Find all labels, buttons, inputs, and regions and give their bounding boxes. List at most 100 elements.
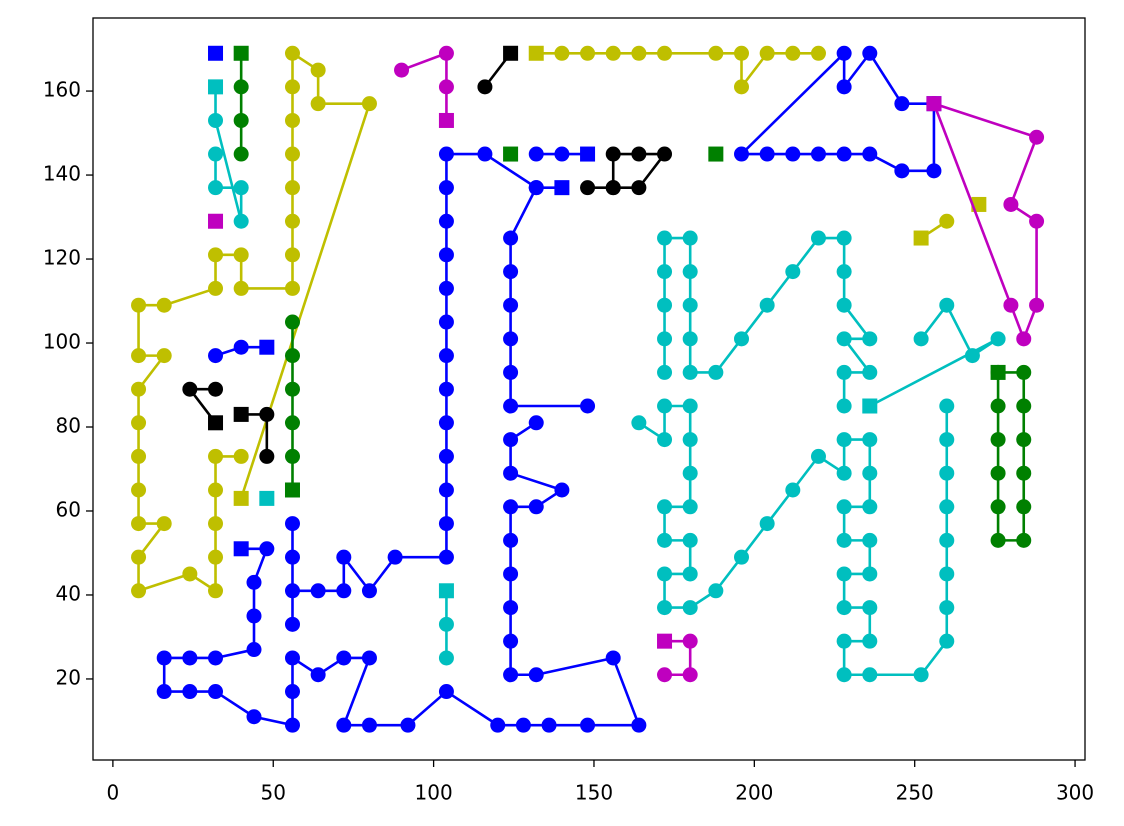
circle-marker: [862, 432, 878, 448]
circle-marker: [438, 448, 454, 464]
circle-marker: [605, 180, 621, 196]
circle-marker: [208, 448, 224, 464]
circle-marker: [836, 230, 852, 246]
circle-marker: [580, 398, 596, 414]
circle-marker: [131, 482, 147, 498]
square-marker: [503, 45, 519, 61]
circle-marker: [894, 163, 910, 179]
circle-marker: [284, 415, 300, 431]
circle-marker: [862, 667, 878, 683]
circle-marker: [131, 448, 147, 464]
circle-marker: [233, 180, 249, 196]
circle-marker: [208, 180, 224, 196]
circle-marker: [438, 180, 454, 196]
circle-marker: [836, 146, 852, 162]
square-marker: [233, 541, 249, 557]
circle-marker: [361, 583, 377, 599]
circle-marker: [657, 331, 673, 347]
circle-marker: [246, 608, 262, 624]
circle-marker: [438, 247, 454, 263]
square-marker: [208, 79, 224, 95]
circle-marker: [682, 364, 698, 380]
circle-marker: [246, 574, 262, 590]
circle-marker: [708, 364, 724, 380]
circle-marker: [734, 331, 750, 347]
circle-marker: [1016, 331, 1032, 347]
circle-marker: [1003, 297, 1019, 313]
circle-marker: [528, 667, 544, 683]
square-marker: [208, 45, 224, 61]
circle-marker: [233, 146, 249, 162]
circle-marker: [246, 709, 262, 725]
circle-marker: [438, 213, 454, 229]
circle-marker: [913, 667, 929, 683]
circle-marker: [682, 499, 698, 515]
circle-marker: [284, 448, 300, 464]
circle-marker: [682, 566, 698, 582]
circle-marker: [284, 146, 300, 162]
circle-marker: [759, 516, 775, 532]
circle-marker: [503, 532, 519, 548]
circle-marker: [939, 297, 955, 313]
circle-marker: [208, 280, 224, 296]
circle-marker: [990, 432, 1006, 448]
square-marker: [208, 213, 224, 229]
circle-marker: [605, 45, 621, 61]
circle-marker: [990, 499, 1006, 515]
circle-marker: [438, 79, 454, 95]
circle-marker: [515, 717, 531, 733]
circle-marker: [438, 381, 454, 397]
circle-marker: [836, 331, 852, 347]
y-tick-label: 160: [43, 78, 81, 102]
y-tick-label: 140: [43, 162, 81, 186]
circle-marker: [734, 549, 750, 565]
circle-marker: [657, 432, 673, 448]
x-tick-label: 300: [1056, 781, 1094, 805]
circle-marker: [657, 667, 673, 683]
circle-marker: [939, 532, 955, 548]
circle-marker: [361, 96, 377, 112]
circle-marker: [682, 633, 698, 649]
circle-marker: [939, 465, 955, 481]
circle-marker: [990, 532, 1006, 548]
circle-marker: [246, 642, 262, 658]
circle-marker: [682, 297, 698, 313]
circle-marker: [990, 364, 1006, 380]
circle-marker: [259, 406, 275, 422]
circle-marker: [810, 448, 826, 464]
square-marker: [233, 406, 249, 422]
circle-marker: [657, 146, 673, 162]
circle-marker: [657, 566, 673, 582]
circle-marker: [990, 465, 1006, 481]
x-tick-label: 250: [896, 781, 934, 805]
circle-marker: [528, 180, 544, 196]
circle-marker: [1016, 398, 1032, 414]
circle-marker: [233, 247, 249, 263]
x-tick-label: 200: [735, 781, 773, 805]
circle-marker: [1016, 432, 1032, 448]
y-tick-label: 40: [56, 581, 81, 605]
circle-marker: [605, 650, 621, 666]
circle-marker: [836, 633, 852, 649]
circle-marker: [631, 415, 647, 431]
circle-marker: [394, 62, 410, 78]
x-tick-label: 50: [261, 781, 286, 805]
circle-marker: [438, 45, 454, 61]
circle-marker: [310, 62, 326, 78]
circle-marker: [233, 79, 249, 95]
circle-marker: [862, 146, 878, 162]
circle-marker: [682, 465, 698, 481]
circle-marker: [438, 348, 454, 364]
circle-marker: [836, 600, 852, 616]
circle-marker: [182, 684, 198, 700]
circle-marker: [284, 549, 300, 565]
circle-marker: [836, 499, 852, 515]
circle-marker: [284, 616, 300, 632]
circle-marker: [862, 532, 878, 548]
circle-marker: [657, 297, 673, 313]
series-line: [162, 421, 641, 727]
circle-marker: [310, 583, 326, 599]
circle-marker: [554, 45, 570, 61]
